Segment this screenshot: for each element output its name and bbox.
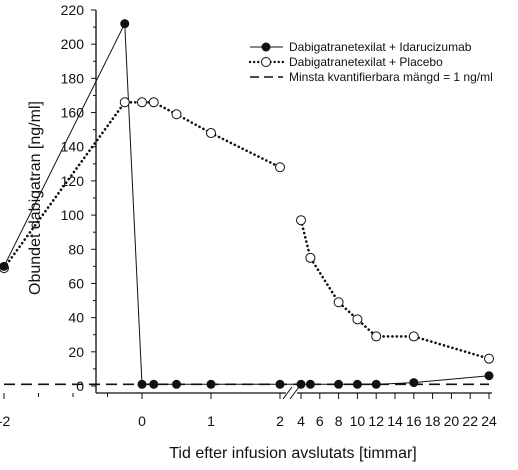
placebo-point-11 bbox=[371, 331, 382, 342]
x-tick-label-7: 10 bbox=[350, 413, 366, 429]
y-tick-label-5: 100 bbox=[61, 207, 85, 223]
x-tick-label-4: 4 bbox=[297, 413, 305, 429]
y-tick-label-4: 80 bbox=[68, 241, 84, 257]
legend-marker-placebo bbox=[261, 57, 271, 67]
x-tick-label-8: 12 bbox=[368, 413, 384, 429]
placebo-point-9 bbox=[333, 297, 344, 308]
y-tick-label-2: 40 bbox=[68, 310, 84, 326]
legend-label-idarucizumab: Dabigatranetexilat + Idarucizumab bbox=[289, 40, 472, 54]
idarucizumab-point-7 bbox=[296, 379, 306, 389]
idarucizumab-point-1 bbox=[120, 19, 130, 29]
idarucizumab-point-6 bbox=[275, 379, 285, 389]
idarucizumab-point-2 bbox=[137, 379, 147, 389]
x-tick-label-14: 24 bbox=[481, 413, 497, 429]
x-tick-label-6: 8 bbox=[335, 413, 343, 429]
legend-label-placebo: Dabigatranetexilat + Placebo bbox=[289, 55, 443, 69]
idarucizumab-point-3 bbox=[149, 379, 159, 389]
placebo-point-10 bbox=[352, 314, 363, 325]
x-tick-label-1: 0 bbox=[138, 413, 146, 429]
y-tick-label-10: 200 bbox=[61, 36, 85, 52]
placebo-point-6 bbox=[275, 162, 285, 173]
placebo-point-8 bbox=[305, 252, 316, 263]
x-axis-title: Tid efter infusion avslutats [timmar] bbox=[169, 445, 417, 462]
placebo-point-3 bbox=[148, 97, 159, 108]
legend-marker-idarucizumab bbox=[261, 42, 271, 52]
idarucizumab-point-13 bbox=[484, 371, 494, 381]
legend-label-lloq: Minsta kvantifierbara mängd = 1 ng/ml bbox=[289, 70, 493, 84]
idarucizumab-point-0 bbox=[0, 261, 9, 271]
placebo-point-2 bbox=[137, 97, 147, 108]
y-tick-label-1: 20 bbox=[68, 344, 84, 360]
idarucizumab-point-10 bbox=[352, 379, 362, 389]
y-tick-label-7: 140 bbox=[61, 139, 85, 155]
x-tick-label-9: 14 bbox=[387, 413, 403, 429]
idarucizumab-point-5 bbox=[206, 379, 216, 389]
x-tick-label-11: 18 bbox=[425, 413, 441, 429]
idarucizumab-point-8 bbox=[305, 379, 315, 389]
y-tick-label-3: 60 bbox=[68, 275, 84, 291]
legend: Dabigatranetexilat + Idarucizumab Dabiga… bbox=[248, 40, 493, 84]
legend-item-placebo: Dabigatranetexilat + Placebo bbox=[248, 55, 443, 69]
y-axis-title: Obundet dabigatran [ng/ml] bbox=[27, 101, 44, 295]
axis-break-mark-1 bbox=[282, 386, 293, 400]
idarucizumab-point-9 bbox=[334, 379, 344, 389]
placebo-point-7 bbox=[296, 215, 306, 226]
idarucizumab-point-11 bbox=[371, 379, 381, 389]
x-tick-label-13: 22 bbox=[462, 413, 478, 429]
series-placebo-line-0 bbox=[2, 100, 282, 270]
idarucizumab-point-4 bbox=[172, 379, 181, 389]
y-tick-label-6: 120 bbox=[61, 173, 85, 189]
x-tick-label-10: 16 bbox=[406, 413, 422, 429]
legend-item-idarucizumab: Dabigatranetexilat + Idarucizumab bbox=[250, 40, 472, 54]
axis-break-mark-2 bbox=[289, 386, 300, 400]
legend-item-lloq: Minsta kvantifierbara mängd = 1 ng/ml bbox=[250, 70, 493, 84]
placebo-point-5 bbox=[206, 128, 216, 139]
series-placebo-line-1 bbox=[299, 218, 491, 360]
placebo-point-4 bbox=[171, 109, 182, 120]
placebo-point-1 bbox=[119, 97, 130, 108]
x-tick-label-0: -2 bbox=[0, 413, 10, 429]
idarucizumab-point-12 bbox=[409, 378, 419, 388]
x-tick-label-3: 2 bbox=[276, 413, 284, 429]
series-layer bbox=[0, 19, 494, 389]
y-tick-label-0: 0 bbox=[76, 378, 84, 394]
placebo-point-13 bbox=[484, 353, 494, 364]
x-tick-label-5: 6 bbox=[316, 413, 324, 429]
placebo-point-12 bbox=[408, 331, 419, 342]
x-tick-label-12: 20 bbox=[444, 413, 460, 429]
y-tick-label-9: 180 bbox=[61, 70, 85, 86]
y-tick-label-11: 220 bbox=[61, 2, 85, 18]
x-tick-label-2: 1 bbox=[207, 413, 215, 429]
